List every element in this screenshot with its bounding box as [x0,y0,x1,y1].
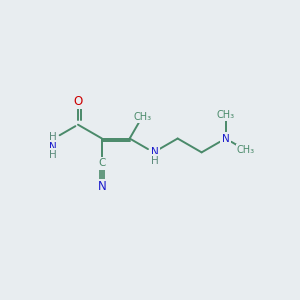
Text: CH₃: CH₃ [134,112,152,122]
Text: H: H [49,132,56,142]
Text: C: C [98,158,106,168]
Text: CH₃: CH₃ [217,110,235,120]
Text: N: N [222,134,230,143]
Text: H: H [49,150,56,160]
Text: N: N [151,147,159,158]
Text: N: N [98,181,106,194]
Text: H: H [151,156,159,166]
Text: N: N [49,142,56,152]
Text: CH₃: CH₃ [237,145,255,155]
Text: O: O [74,94,82,108]
